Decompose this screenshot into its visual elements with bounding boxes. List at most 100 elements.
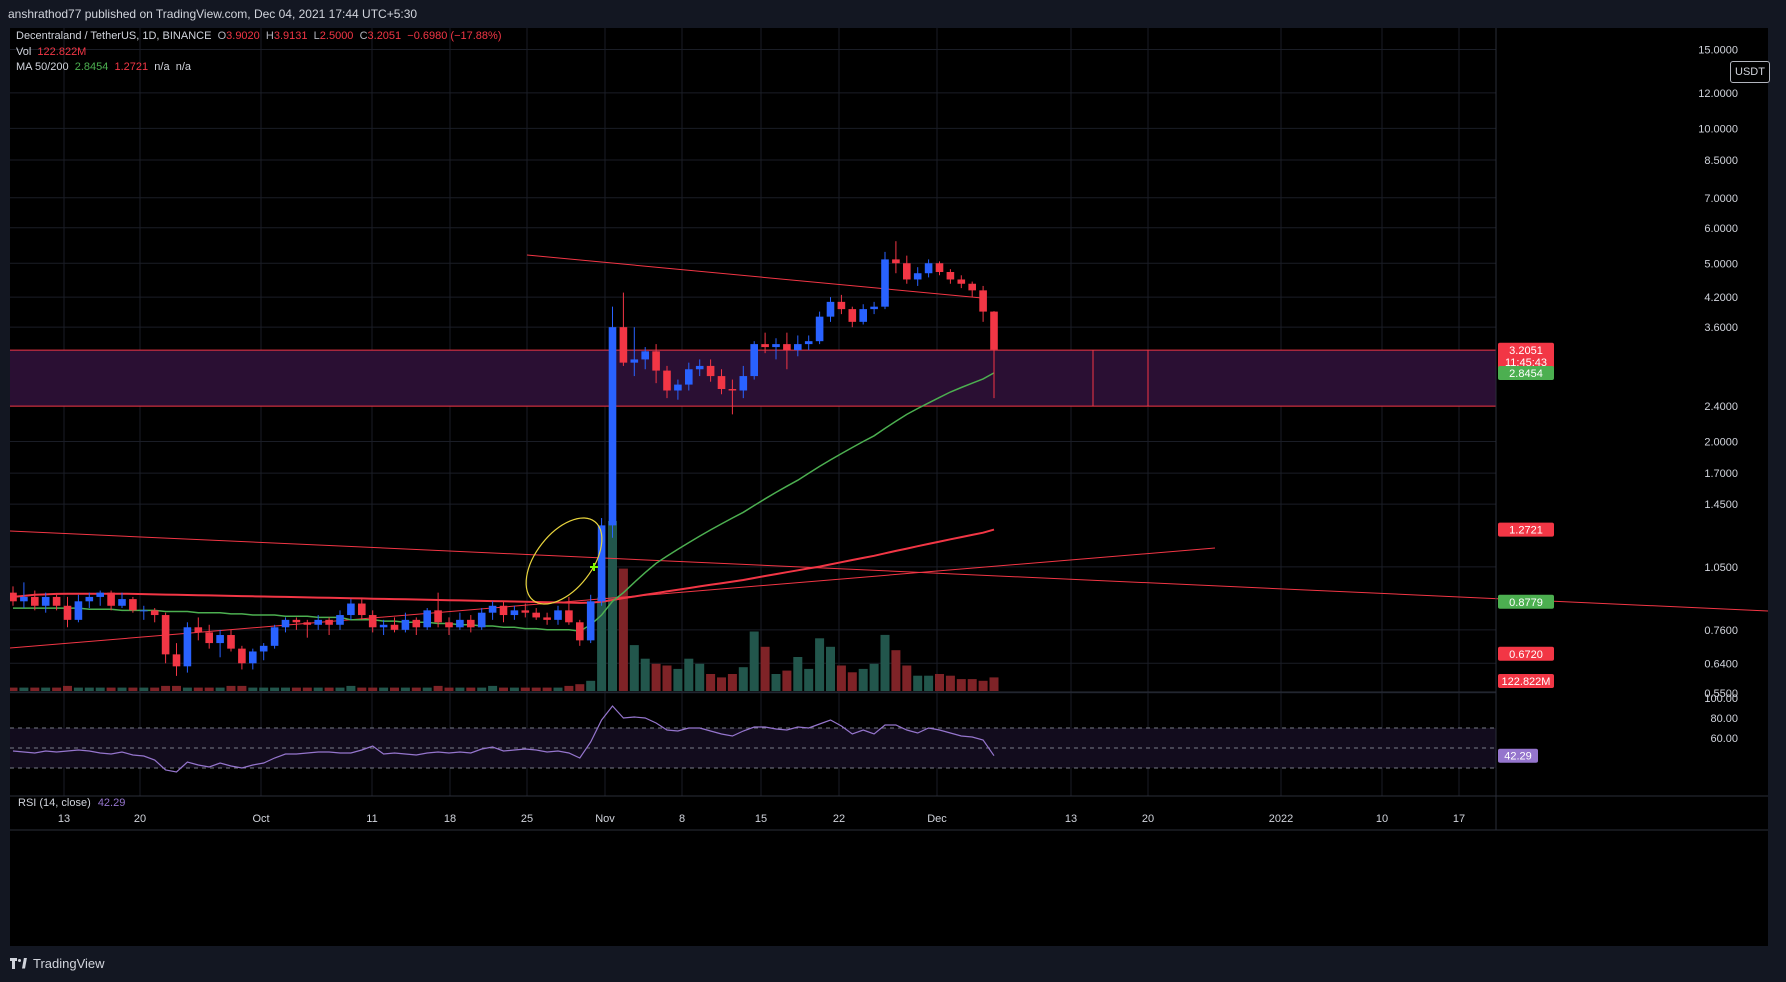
candle: [859, 304, 867, 325]
price-tick-label: 2.0000: [1704, 437, 1738, 449]
candle-body: [488, 605, 497, 613]
price-tick-label: 1.7000: [1704, 468, 1738, 480]
candle: [368, 610, 377, 633]
candle-body: [270, 627, 279, 646]
candle: [52, 594, 61, 611]
price-badge-label: 1.2721: [1509, 525, 1543, 537]
price-badge: [1498, 646, 1554, 661]
chart-frame[interactable]: 18.000015.000012.000010.00008.50007.0000…: [10, 28, 1770, 946]
descending-trendline: [10, 530, 1768, 612]
candle: [227, 629, 235, 652]
candle: [314, 615, 322, 630]
volume-bar: [379, 687, 389, 691]
footer: TradingView: [0, 946, 1786, 982]
time-tick-label: 22: [833, 813, 845, 825]
candle-body: [52, 596, 61, 606]
resistance-trendline: [526, 254, 983, 299]
price-tick-label: 8.5000: [1704, 155, 1738, 167]
candle-body: [379, 624, 388, 628]
candle: [521, 603, 530, 618]
price-chart[interactable]: 18.000015.000012.000010.00008.50007.0000…: [10, 28, 1768, 946]
candle-body: [935, 263, 944, 273]
volume-legend[interactable]: Vol 122.822M: [16, 46, 87, 58]
volume-bar: [291, 687, 301, 691]
open-value: 3.9020: [226, 30, 260, 42]
candle-body: [597, 525, 606, 602]
volume-bar: [924, 675, 934, 691]
price-tick-label: 1.4500: [1704, 499, 1738, 511]
candle: [685, 362, 693, 391]
volume-bar: [455, 687, 465, 691]
candle-body: [990, 311, 998, 350]
time-tick-label: 18: [444, 813, 456, 825]
countdown-label: 11:45:43: [1505, 357, 1547, 369]
volume-bar: [499, 687, 508, 691]
tradingview-icon: [10, 957, 28, 970]
price-badge-label: 0.6720: [1509, 649, 1543, 661]
cross-marker: [590, 563, 598, 571]
candle: [652, 344, 660, 384]
currency-badge[interactable]: USDT: [1730, 61, 1770, 83]
candle-body: [979, 290, 987, 312]
price-tick-label: 12.0000: [1698, 88, 1738, 100]
candle: [903, 255, 911, 284]
price-tick-label: 4.2000: [1704, 292, 1738, 304]
candle: [488, 601, 497, 620]
rsi-tick-label: 60.00: [1710, 733, 1738, 745]
candle: [412, 617, 421, 636]
candle-body: [336, 615, 344, 625]
low-value: 2.5000: [319, 30, 354, 42]
volume-bar: [782, 670, 792, 691]
candle-body: [368, 615, 377, 628]
rsi-tick-label: 80.00: [1710, 713, 1738, 725]
candle-body: [717, 376, 726, 390]
volume-bar: [259, 687, 269, 691]
candle-body: [477, 612, 486, 628]
candle-body: [456, 619, 464, 628]
volume-bar: [640, 658, 650, 691]
candle: [728, 379, 737, 415]
candle: [303, 619, 312, 638]
candle-body: [957, 279, 966, 284]
volume-bar: [10, 687, 18, 691]
volume-bar: [738, 667, 748, 691]
symbol-legend: Decentraland / TetherUS, 1D, BINANCE O3.…: [16, 30, 502, 42]
tradingview-logo[interactable]: TradingView: [10, 956, 105, 971]
candle: [979, 285, 987, 322]
candle: [554, 605, 562, 625]
rsi-band: [10, 728, 1496, 768]
candle-body: [423, 610, 431, 628]
volume-bar: [880, 634, 890, 691]
candle-body: [150, 610, 159, 616]
volume-bar: [553, 687, 563, 691]
candle-body: [401, 619, 410, 630]
candle: [238, 645, 246, 670]
rsi-value: 42.29: [97, 797, 126, 809]
time-tick-label: 25: [521, 813, 533, 825]
ma-legend[interactable]: MA 50/200 2.8454 1.2721 n/a n/a: [16, 61, 191, 73]
candle-body: [314, 619, 322, 625]
candle-body: [728, 389, 737, 391]
candle: [216, 629, 224, 658]
price-tick-label: 10.0000: [1698, 123, 1738, 135]
price-badge: [1498, 522, 1554, 537]
candle: [445, 617, 453, 636]
change-value: −0.6980 (−17.88%): [407, 30, 502, 42]
candle-body: [815, 316, 824, 342]
volume-bar: [629, 645, 639, 691]
candle-body: [848, 309, 857, 322]
candle-body: [565, 610, 573, 623]
rsi-legend[interactable]: RSI (14, close) 42.29: [18, 797, 126, 809]
candle-body: [194, 627, 203, 633]
volume-value: 122.822M: [37, 46, 87, 58]
candle: [586, 594, 595, 644]
golden-cross-ellipse: [525, 517, 603, 605]
candle: [270, 624, 279, 649]
price-tick-label: 6.0000: [1704, 223, 1738, 235]
candle-body: [576, 622, 584, 641]
volume-bar: [52, 687, 62, 691]
volume-bar: [847, 672, 857, 691]
time-tick-label: 11: [366, 813, 377, 825]
volume-bar: [193, 687, 203, 691]
candle-body: [63, 605, 72, 620]
